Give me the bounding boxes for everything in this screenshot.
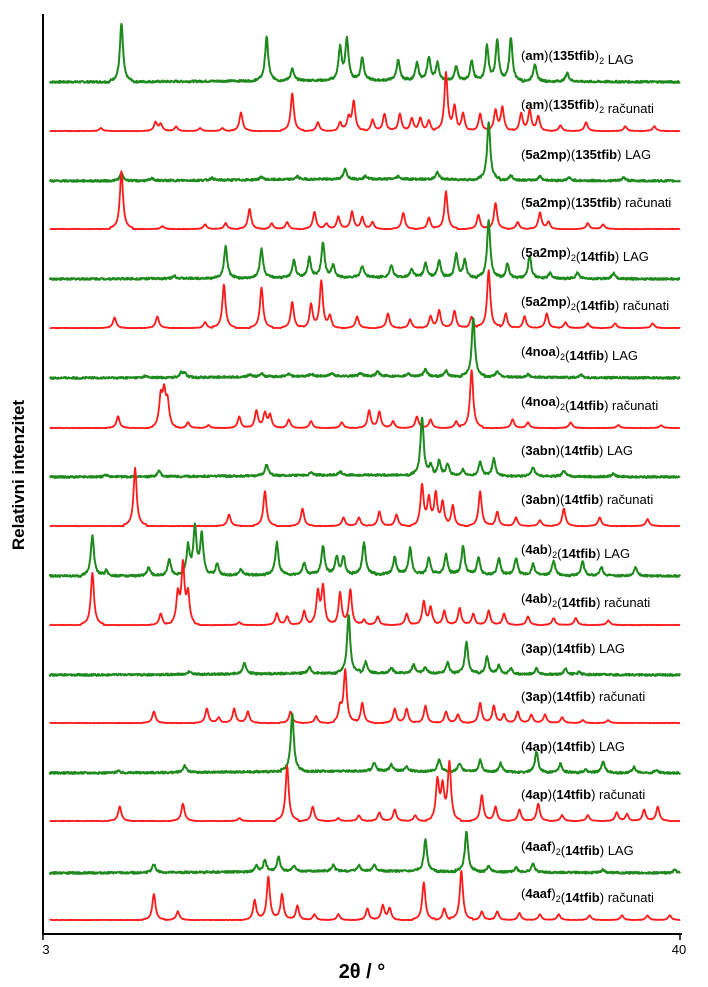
trace-label-am_135tfib_2_LAG: (am)(135tfib)2 LAG (521, 48, 634, 67)
trace-label-4aaf_2_14tfib_LAG: (4aaf)2(14tfib) LAG (521, 839, 634, 858)
trace-4ab_2_14tfib_LAG (48, 522, 681, 578)
trace-4noa_2_14tfib_racunati (49, 369, 681, 430)
trace-label-4ap_14tfib_racunati: (4ap)(14tfib) računati (521, 787, 645, 802)
trace-group (48, 22, 681, 922)
trace-5a2mp_135tfib_racunati (49, 170, 681, 231)
trace-3abn_14tfib_racunati (49, 466, 681, 528)
x-tick-label-end: 40 (672, 942, 686, 957)
y-axis-title: Relativni intenzitet (9, 400, 28, 551)
trace-label-am_135tfib_2_racunati: (am)(135tfib)2 računati (521, 97, 654, 116)
trace-5a2mp_2_14tfib_racunati (49, 269, 681, 330)
trace-label-3ap_14tfib_racunati: (3ap)(14tfib) računati (521, 689, 645, 704)
trace-5a2mp_135tfib_LAG (48, 121, 681, 183)
trace-label-3ap_14tfib_LAG: (3ap)(14tfib) LAG (521, 641, 625, 656)
trace-label-5a2mp_135tfib_LAG: (5a2mp)(135tfib) LAG (521, 147, 651, 162)
trace-3abn_14tfib_LAG (49, 416, 681, 479)
trace-label-5a2mp_135tfib_racunati: (5a2mp)(135tfib) računati (521, 195, 671, 210)
trace-am_135tfib_2_racunati (49, 71, 681, 133)
trace-label-4aaf_2_14tfib_racunati: (4aaf)2(14tfib) računati (521, 886, 654, 905)
x-axis-title: 2θ / ° (339, 961, 386, 983)
x-tick-label-start: 3 (42, 942, 49, 957)
trace-label-4noa_2_14tfib_LAG: (4noa)2(14tfib) LAG (521, 344, 638, 363)
trace-4noa_2_14tfib_LAG (48, 317, 681, 380)
trace-3ap_14tfib_racunati (49, 668, 681, 725)
trace-label-4ap_14tfib_LAG: (4ap)(14tfib) LAG (521, 739, 625, 754)
trace-4aaf_2_14tfib_racunati (49, 870, 681, 922)
trace-4ab_2_14tfib_racunati (49, 559, 681, 627)
trace-label-5a2mp_2_14tfib_racunati: (5a2mp)2(14tfib) računati (521, 294, 669, 313)
trace-label-4ab_2_14tfib_racunati: (4ab)2(14tfib) računati (521, 591, 650, 610)
trace-label-4noa_2_14tfib_racunati: (4noa)2(14tfib) računati (521, 394, 658, 413)
trace-am_135tfib_2_LAG (49, 22, 681, 84)
trace-4ap_14tfib_racunati (49, 759, 681, 823)
trace-label-3abn_14tfib_LAG: (3abn)(14tfib) LAG (521, 443, 633, 458)
trace-label-5a2mp_2_14tfib_LAG: (5a2mp)2(14tfib) LAG (521, 245, 649, 264)
trace-label-3abn_14tfib_racunati: (3abn)(14tfib) računati (521, 492, 653, 507)
trace-4ap_14tfib_LAG (48, 712, 681, 775)
trace-5a2mp_2_14tfib_LAG (48, 219, 681, 281)
trace-3ap_14tfib_LAG (48, 614, 681, 677)
trace-4aaf_2_14tfib_LAG (48, 830, 681, 875)
trace-label-group: (am)(135tfib)2 LAG (am)(135tfib)2 računat… (521, 48, 671, 905)
trace-label-4ab_2_14tfib_LAG: (4ab)2(14tfib) LAG (521, 542, 630, 561)
